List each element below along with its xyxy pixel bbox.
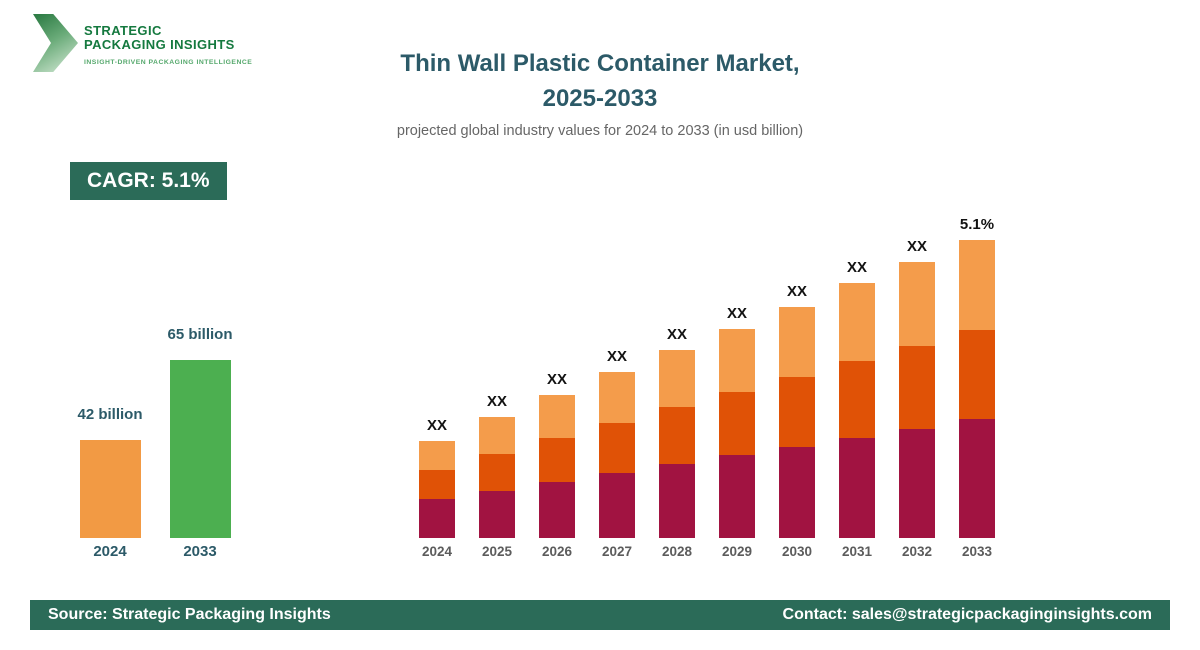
bar-value-label: 65 billion [167,326,233,343]
cagr-badge: CAGR: 5.1% [70,162,227,200]
bar-segment-bottom [479,491,515,538]
bar-segment-middle [779,377,815,447]
stacked-bar-column: 5.1% 2033 [959,200,995,560]
bar-year-label: 2033 [183,543,217,560]
bar-segment-top [539,395,575,438]
bar-segment-middle [599,423,635,473]
stacked-bar [779,307,815,538]
bar-value-label: 5.1% [959,216,995,233]
summary-bar-column: 42 billion 2024 [65,320,155,560]
bar-segment-bottom [599,473,635,538]
stacked-bar-column: XX 2032 [899,200,935,560]
bar-year-label: 2025 [481,544,513,559]
bar-segment-middle [539,438,575,482]
stacked-bar [719,329,755,538]
bar [79,440,141,538]
bar [169,360,231,538]
footer-bar: Source: Strategic Packaging Insights Con… [30,600,1170,630]
stacked-bar-column: XX 2028 [659,200,695,560]
bar-segment-top [899,262,935,346]
bar-segment-top [719,329,755,392]
stacked-bar-column: XX 2030 [779,200,815,560]
bar-segment-top [479,417,515,454]
footer-contact-text: Contact: sales@strategicpackaginginsight… [782,606,1152,623]
bar-value-label: XX [666,326,687,343]
brand-tagline: INSIGHT-DRIVEN PACKAGING INTELLIGENCE [84,59,253,66]
bar-segment-bottom [959,419,995,538]
bar-segment-bottom [659,464,695,538]
bar-segment-middle [419,470,455,499]
stacked-bar-column: XX 2025 [479,200,515,560]
bar-segment-bottom [419,499,455,538]
title-block: Thin Wall Plastic Container Market, 2025… [0,46,1200,139]
bar-segment-top [959,240,995,330]
bar-segment-bottom [899,429,935,538]
bar-segment-middle [719,392,755,455]
bar-year-label: 2031 [841,544,873,559]
bar-year-label: 2026 [541,544,573,559]
bar-year-label: 2024 [421,544,453,559]
bar-year-label: 2024 [93,543,127,560]
bar-segment-middle [659,407,695,464]
bar-year-label: 2030 [781,544,813,559]
bar-value-label: XX [786,283,807,300]
bar-segment-middle [839,361,875,438]
bar-value-label: XX [486,393,507,410]
bar-year-label: 2027 [601,544,633,559]
bar-segment-top [419,441,455,470]
stacked-bar-column: XX 2029 [719,200,755,560]
page-title: Thin Wall Plastic Container Market, 2025… [0,46,1200,116]
brand-name-line1: STRATEGIC [84,23,162,38]
bar-segment-bottom [779,447,815,538]
stacked-bar [539,395,575,538]
stacked-bar-column: XX 2026 [539,200,575,560]
bar-value-label: XX [846,259,867,276]
bar-segment-bottom [839,438,875,538]
bar-value-label: XX [906,238,927,255]
bar-value-label: XX [546,371,567,388]
stacked-bar-column: XX 2024 [419,200,455,560]
stacked-bar [839,283,875,538]
stacked-bar [899,262,935,538]
stacked-bar [959,240,995,538]
stacked-bar-column: XX 2031 [839,200,875,560]
bar-value-label: XX [606,348,627,365]
stacked-bar [659,350,695,538]
page-subtitle: projected global industry values for 202… [396,123,804,139]
footer-source-text: Source: Strategic Packaging Insights [48,606,331,623]
stacked-bar-column: XX 2027 [599,200,635,560]
bar-year-label: 2033 [961,544,993,559]
bar-segment-middle [959,330,995,419]
page-title-line1: Thin Wall Plastic Container Market, [400,50,800,77]
brand-logo: STRATEGIC PACKAGING INSIGHTS INSIGHT-DRI… [33,14,252,72]
bar-segment-bottom [719,455,755,538]
stacked-bar [599,372,635,538]
bar-segment-middle [899,346,935,429]
stacked-bar [419,441,455,538]
bar-segment-top [779,307,815,377]
bar-year-label: 2029 [721,544,753,559]
bar-year-label: 2032 [901,544,933,559]
bar-segment-top [839,283,875,361]
bar-segment-bottom [539,482,575,538]
summary-bar-chart: 42 billion 2024 65 billion 2033 [65,320,245,560]
page-title-line2: 2025-2033 [542,85,658,112]
bar-year-label: 2028 [661,544,693,559]
brand-logo-text: STRATEGIC PACKAGING INSIGHTS INSIGHT-DRI… [84,14,252,72]
summary-bar-column: 65 billion 2033 [155,320,245,560]
bar-segment-top [659,350,695,407]
bar-segment-middle [479,454,515,491]
stacked-bar [479,417,515,538]
bar-value-label: 42 billion [77,406,143,423]
bar-value-label: XX [426,417,447,434]
brand-name-line2: PACKAGING INSIGHTS [84,37,235,52]
bar-segment-top [599,372,635,423]
bar-value-label: XX [726,305,747,322]
stacked-bar-chart: XX 2024 XX 2025 XX 2026 XX 2027 XX 2028 XX 2029 XX 20… [419,200,995,560]
